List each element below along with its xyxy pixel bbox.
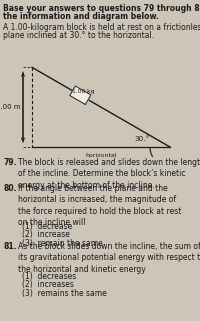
Text: A 1.00-kilogram block is held at rest on a frictionless: A 1.00-kilogram block is held at rest on…: [3, 23, 200, 32]
Text: (2)  increases: (2) increases: [22, 281, 74, 290]
Text: the information and diagram below.: the information and diagram below.: [3, 12, 159, 21]
Text: (1)  decreases: (1) decreases: [22, 272, 76, 281]
Text: 30.°: 30.°: [134, 136, 150, 142]
Text: (3)  remains the same: (3) remains the same: [22, 289, 107, 298]
Text: horizontal: horizontal: [85, 153, 117, 158]
Text: 80.: 80.: [3, 184, 16, 193]
Text: 81.: 81.: [3, 242, 16, 251]
Text: (1)  decrease: (1) decrease: [22, 222, 72, 231]
Text: plane inclined at 30.° to the horizontal.: plane inclined at 30.° to the horizontal…: [3, 31, 154, 40]
Text: As the block slides down the incline, the sum of
its gravitational potential ene: As the block slides down the incline, th…: [18, 242, 200, 274]
Text: Base your answers to questions 79 through 81 on: Base your answers to questions 79 throug…: [3, 4, 200, 13]
Text: The block is released and slides down the length
of the incline. Determine the b: The block is released and slides down th…: [18, 158, 200, 190]
Text: (3)  remain the same: (3) remain the same: [22, 239, 103, 248]
Text: If the angle between the plane and the
horizontal is increased, the magnitude of: If the angle between the plane and the h…: [18, 184, 181, 227]
Text: 1.00 kg: 1.00 kg: [72, 90, 95, 94]
Text: 79.: 79.: [3, 158, 16, 167]
Text: 2.00 m: 2.00 m: [0, 104, 21, 110]
Polygon shape: [70, 86, 91, 104]
Text: (2)  increase: (2) increase: [22, 230, 70, 239]
